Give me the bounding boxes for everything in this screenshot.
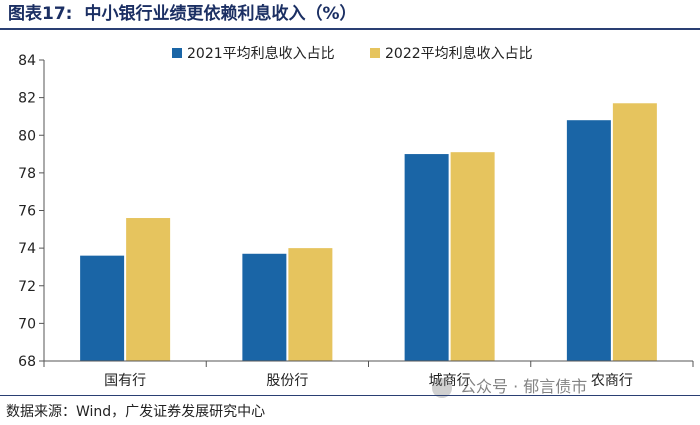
bar-2021 xyxy=(242,253,287,361)
bar-2022 xyxy=(450,152,495,361)
x-tick-label: 国有行 xyxy=(104,373,146,389)
y-tick-label: 82 xyxy=(18,91,36,107)
source-note: 数据来源：Wind，广发证券发展研究中心 xyxy=(6,404,266,420)
y-tick-label: 74 xyxy=(18,241,36,257)
x-tick-label: 城商行 xyxy=(429,373,471,389)
legend-label: 2022平均利息收入占比 xyxy=(385,45,533,62)
watermark: 公众号 · 郁言债市 xyxy=(432,376,587,398)
figure-title: 图表17: 中小银行业绩更依赖利息收入（%） xyxy=(8,2,357,26)
top-rule xyxy=(0,28,700,30)
bar-2022 xyxy=(126,218,171,361)
bar-2021 xyxy=(404,154,449,361)
y-tick-label: 76 xyxy=(18,204,36,220)
y-tick-label: 78 xyxy=(18,166,36,182)
bottom-rule xyxy=(0,395,700,396)
bar-2022 xyxy=(288,248,333,361)
bar-2021 xyxy=(80,255,125,361)
y-tick-label: 84 xyxy=(18,53,36,69)
wechat-icon xyxy=(432,377,452,398)
legend-swatch xyxy=(370,48,380,58)
x-tick-label: 股份行 xyxy=(266,373,308,389)
legend-swatch xyxy=(172,48,182,58)
y-tick-label: 68 xyxy=(18,354,36,370)
figure-label: 图表17: xyxy=(8,4,73,24)
y-tick-label: 70 xyxy=(18,316,36,332)
x-tick-label: 农商行 xyxy=(591,373,633,389)
bar-2021 xyxy=(566,120,611,361)
figure-title-text: 中小银行业绩更依赖利息收入（%） xyxy=(84,4,357,24)
bars xyxy=(80,103,657,362)
x-axis: 国有行 股份行 城商行 农商行 xyxy=(43,360,694,389)
y-tick-label: 80 xyxy=(18,128,36,144)
watermark-text: 公众号 · 郁言债市 xyxy=(460,377,588,396)
y-axis: 68 70 72 74 76 78 80 82 84 xyxy=(18,53,45,370)
bar-2022 xyxy=(612,103,657,362)
y-tick-label: 72 xyxy=(18,279,36,295)
legend: 2021平均利息收入占比 2022平均利息收入占比 xyxy=(172,45,533,62)
legend-label: 2021平均利息收入占比 xyxy=(187,45,335,62)
